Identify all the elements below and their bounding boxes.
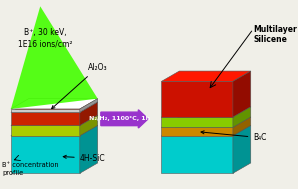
Polygon shape xyxy=(11,136,80,173)
Polygon shape xyxy=(11,99,98,109)
Text: B⁺ concentration
profile: B⁺ concentration profile xyxy=(2,162,59,176)
Text: Multilayer
Silicene: Multilayer Silicene xyxy=(253,25,297,44)
Polygon shape xyxy=(162,107,251,117)
Polygon shape xyxy=(162,81,233,117)
Polygon shape xyxy=(162,117,251,127)
Polygon shape xyxy=(11,109,80,112)
Polygon shape xyxy=(11,102,98,112)
Polygon shape xyxy=(11,125,80,136)
Polygon shape xyxy=(11,125,98,136)
Text: B⁺, 30 keV,
1E16 ions/cm²: B⁺, 30 keV, 1E16 ions/cm² xyxy=(18,28,73,48)
Polygon shape xyxy=(11,6,98,109)
Text: 4H-SiC: 4H-SiC xyxy=(63,154,105,163)
Polygon shape xyxy=(11,115,98,125)
Polygon shape xyxy=(162,125,251,136)
Polygon shape xyxy=(233,125,251,173)
Text: N₂/H₂, 1100°C, 1h: N₂/H₂, 1100°C, 1h xyxy=(89,116,150,121)
Polygon shape xyxy=(80,125,98,173)
Polygon shape xyxy=(11,112,80,125)
Polygon shape xyxy=(80,115,98,136)
Polygon shape xyxy=(162,136,233,173)
Polygon shape xyxy=(162,117,233,127)
Polygon shape xyxy=(80,102,98,125)
Polygon shape xyxy=(80,99,98,112)
Text: B₄C: B₄C xyxy=(201,131,267,142)
Polygon shape xyxy=(162,71,251,81)
Polygon shape xyxy=(233,107,251,127)
Polygon shape xyxy=(233,71,251,117)
Polygon shape xyxy=(162,127,233,136)
Text: Al₂O₃: Al₂O₃ xyxy=(52,63,108,109)
Polygon shape xyxy=(233,117,251,136)
FancyArrow shape xyxy=(101,110,148,128)
